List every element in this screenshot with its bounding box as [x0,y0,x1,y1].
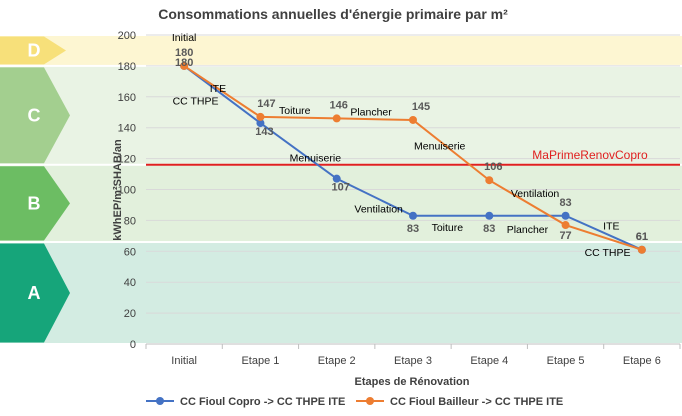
legend: CC Fioul Copro -> CC THPE ITE CC Fioul Ba… [146,396,563,408]
data-point [561,221,570,230]
annotation-label: CC THPE [173,96,219,108]
band-arrow-a [0,243,70,343]
band-letter-d: D [28,40,41,60]
data-point [561,211,570,220]
reference-line-label: MaPrimeRenovCopro [532,148,648,162]
band-bg-d [0,36,682,65]
data-point [485,176,494,185]
y-tick-label: 60 [124,246,136,258]
band-arrow-d [0,36,66,65]
band-arrow-c [0,67,70,164]
x-tick-label: Etape 3 [394,355,432,367]
data-label: 145 [412,101,430,113]
x-axis-title: Etapes de Rénovation [355,376,470,388]
y-tick-label: 100 [118,185,136,197]
data-label: 61 [636,231,648,243]
y-tick-label: 20 [124,308,136,320]
data-label: 83 [559,197,571,209]
y-tick-label: 80 [124,215,136,227]
legend-entry: CC Fioul Bailleur -> CC THPE ITE [390,396,563,408]
data-label: 180 [175,57,193,69]
annotation-label: Toiture [432,222,464,234]
annotation-label: CC THPE [585,247,631,259]
x-tick-label: Etape 1 [241,355,279,367]
legend-entry: CC Fioul Copro -> CC THPE ITE [180,396,345,408]
data-label: 83 [407,223,419,235]
energy-band-backgrounds [0,36,682,343]
x-axis: Initial Etape 1 Etape 2 Etape 3 Etape 4 Etape… [145,343,681,367]
data-label: 77 [559,230,571,242]
y-axis-title: kWhEP/m²SHAB/an [112,139,124,241]
data-point [180,61,189,70]
annotation-label: Menuiserie [290,153,342,165]
annotation-label: ITE [210,83,226,95]
legend-marker [156,397,164,405]
data-point [409,115,417,124]
data-label: 143 [255,126,273,138]
data-point [256,112,265,121]
x-tick-label: Etape 6 [623,355,661,367]
data-point [332,174,341,183]
band-arrow-b [0,166,70,241]
band-letter-b: B [28,193,41,213]
annotation-label: ITE [603,221,619,233]
y-tick-label: 180 [118,61,136,73]
x-tick-label: Initial [171,355,197,367]
data-label: 147 [257,98,275,110]
x-tick-label: Etape 2 [318,355,356,367]
data-label: 180 [175,47,193,59]
data-point [485,211,494,220]
reference-line-group: MaPrimeRenovCopro [146,148,680,166]
y-tick-label: 40 [124,277,136,289]
y-tick-label: 0 [130,339,136,351]
annotation-label: Toiture [279,105,311,117]
band-bg-a [0,243,682,343]
data-label: 106 [484,161,502,173]
annotation-label: Plancher [507,224,549,236]
data-point [637,245,646,254]
annotation-label: Plancher [350,106,392,118]
band-letter-c: C [28,105,41,125]
y-tick-label: 140 [118,123,136,135]
x-tick-label: Etape 4 [470,355,508,367]
energy-band-arrows: D C B A [0,36,70,343]
band-letter-a: A [28,283,41,303]
data-label: 83 [483,223,495,235]
legend-marker [366,397,374,405]
annotation-label: Menuiserie [414,140,466,152]
y-tick-label: 120 [118,154,136,166]
data-point [256,119,265,128]
y-tick-label: 160 [118,92,136,104]
y-tick-label: 200 [118,30,136,42]
chart-title: Consommations annuelles d'énergie primai… [158,6,508,22]
data-point [332,114,341,123]
band-bg-c [0,66,682,164]
annotation-label: Initial [172,32,197,44]
data-label: 146 [330,99,348,111]
data-label: 107 [332,182,350,194]
y-axis: 0 20 40 60 80 100 120 140 160 180 200 [118,30,136,351]
x-tick-label: Etape 5 [547,355,585,367]
data-point [409,211,417,220]
band-bg-b [0,165,682,242]
annotation-label: Ventilation [354,204,403,216]
data-label: 61 [636,231,648,243]
annotation-label: Ventilation [511,188,560,200]
